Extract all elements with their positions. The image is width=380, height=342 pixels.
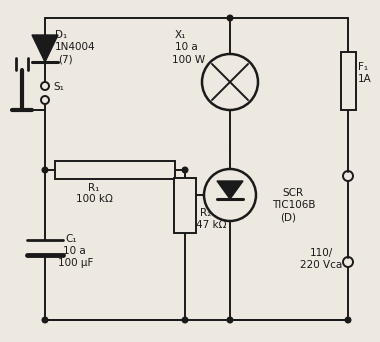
Bar [341, 52, 356, 110]
Text: 10 a: 10 a [63, 246, 86, 256]
Text: C₁: C₁ [65, 234, 77, 244]
Text: 220 Vca: 220 Vca [300, 260, 342, 270]
Text: TIC106B: TIC106B [272, 200, 315, 210]
Circle shape [42, 317, 48, 323]
Text: 10 a: 10 a [175, 42, 198, 52]
Polygon shape [32, 35, 58, 62]
Text: D₁: D₁ [55, 30, 67, 40]
Text: (D): (D) [280, 213, 296, 223]
Text: F₁: F₁ [358, 62, 368, 72]
Circle shape [227, 317, 233, 323]
Polygon shape [217, 181, 243, 199]
Circle shape [182, 317, 188, 323]
Text: 100 kΩ: 100 kΩ [76, 194, 113, 204]
Text: 1N4004: 1N4004 [55, 42, 96, 52]
Text: 1A: 1A [358, 74, 372, 84]
Text: (7): (7) [58, 55, 73, 65]
Text: SCR: SCR [282, 188, 303, 198]
Text: 47 kΩ: 47 kΩ [196, 220, 226, 230]
Text: R₁: R₁ [88, 183, 100, 193]
Text: 110/: 110/ [310, 248, 333, 258]
Bar [55, 161, 175, 179]
Text: R₂: R₂ [200, 208, 211, 218]
Circle shape [345, 317, 351, 323]
Circle shape [182, 167, 188, 173]
Text: 100 μF: 100 μF [58, 258, 93, 268]
Bar [174, 178, 196, 233]
Circle shape [42, 167, 48, 173]
Text: S₁: S₁ [53, 82, 64, 92]
Text: X₁: X₁ [175, 30, 186, 40]
Circle shape [227, 15, 233, 21]
Text: 100 W: 100 W [172, 55, 205, 65]
